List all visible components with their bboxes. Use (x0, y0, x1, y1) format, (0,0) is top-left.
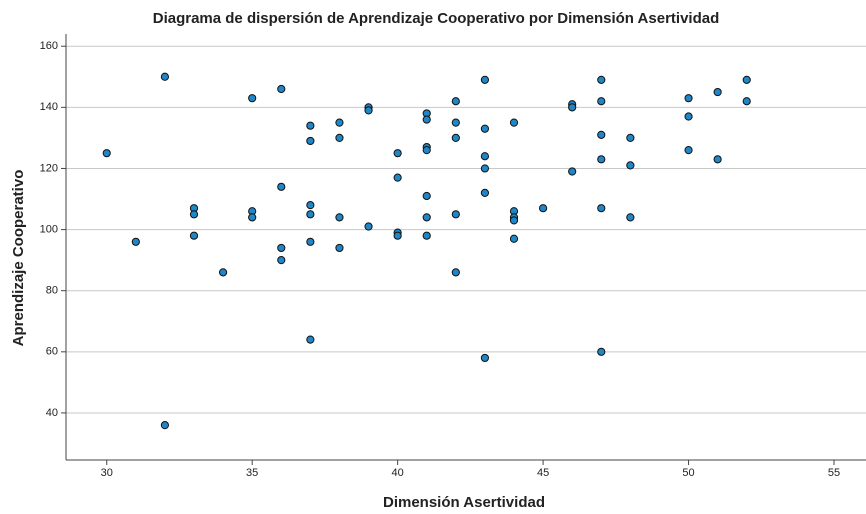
point (306, 237, 315, 246)
x-tick-label: 55 (828, 467, 840, 479)
point (480, 164, 490, 173)
point (422, 146, 431, 155)
point (684, 112, 693, 121)
x-tick-label: 35 (246, 467, 258, 479)
x-axis-label: Dimensión Asertividad (383, 494, 545, 511)
point (626, 133, 635, 143)
point (393, 231, 402, 240)
point (364, 106, 373, 115)
point (713, 87, 722, 97)
x-tick-label: 45 (537, 467, 549, 479)
point (742, 75, 751, 84)
point (160, 72, 170, 81)
point (451, 133, 460, 143)
point (597, 155, 606, 164)
point (480, 353, 490, 363)
point (277, 256, 286, 265)
point (306, 335, 315, 344)
x-tick-label: 40 (392, 467, 404, 479)
point (509, 216, 519, 225)
point (277, 182, 286, 191)
point (597, 347, 606, 356)
point (189, 210, 199, 219)
point (160, 421, 170, 430)
point (742, 97, 751, 106)
point (684, 146, 693, 155)
point (480, 124, 490, 133)
point (480, 152, 490, 161)
point (422, 191, 431, 201)
point (451, 118, 460, 127)
point (248, 213, 257, 222)
point (335, 118, 344, 127)
point (538, 204, 548, 213)
point (335, 243, 344, 253)
point (393, 149, 402, 158)
point (277, 84, 286, 94)
point (335, 213, 344, 222)
point (597, 75, 606, 84)
point (626, 213, 635, 222)
y-tick-label: 160 (40, 40, 58, 52)
y-tick-label: 40 (46, 407, 58, 419)
y-tick-label: 140 (40, 101, 58, 113)
point (684, 94, 693, 103)
point (306, 121, 315, 130)
point (626, 161, 635, 170)
point (306, 136, 315, 146)
point (393, 173, 402, 182)
point (713, 155, 722, 164)
x-tick-label: 50 (682, 467, 694, 479)
point (451, 97, 460, 106)
chart-title: Diagrama de dispersión de Aprendizaje Co… (153, 10, 720, 27)
point (189, 231, 199, 240)
point (131, 237, 140, 246)
point (451, 210, 460, 219)
point (218, 268, 228, 277)
point (422, 231, 431, 240)
point (102, 149, 111, 158)
point (480, 75, 490, 84)
point (306, 201, 315, 210)
y-tick-label: 100 (40, 223, 58, 235)
point (277, 243, 286, 253)
point (451, 268, 460, 277)
point (509, 234, 519, 243)
point (568, 103, 577, 112)
point (509, 118, 519, 127)
point (422, 213, 431, 222)
y-tick-label: 80 (46, 285, 58, 297)
point (597, 130, 606, 139)
y-axis-label: Aprendizaje Cooperativo (10, 170, 27, 347)
point (568, 167, 577, 176)
point (480, 188, 490, 198)
point (597, 97, 606, 106)
x-tick-label: 30 (101, 467, 113, 479)
point (364, 222, 373, 231)
y-tick-label: 120 (40, 162, 58, 174)
y-tick-label: 60 (46, 346, 58, 358)
point (597, 204, 606, 213)
point (422, 115, 431, 124)
point (306, 210, 315, 219)
point (335, 133, 344, 143)
point (248, 94, 257, 103)
